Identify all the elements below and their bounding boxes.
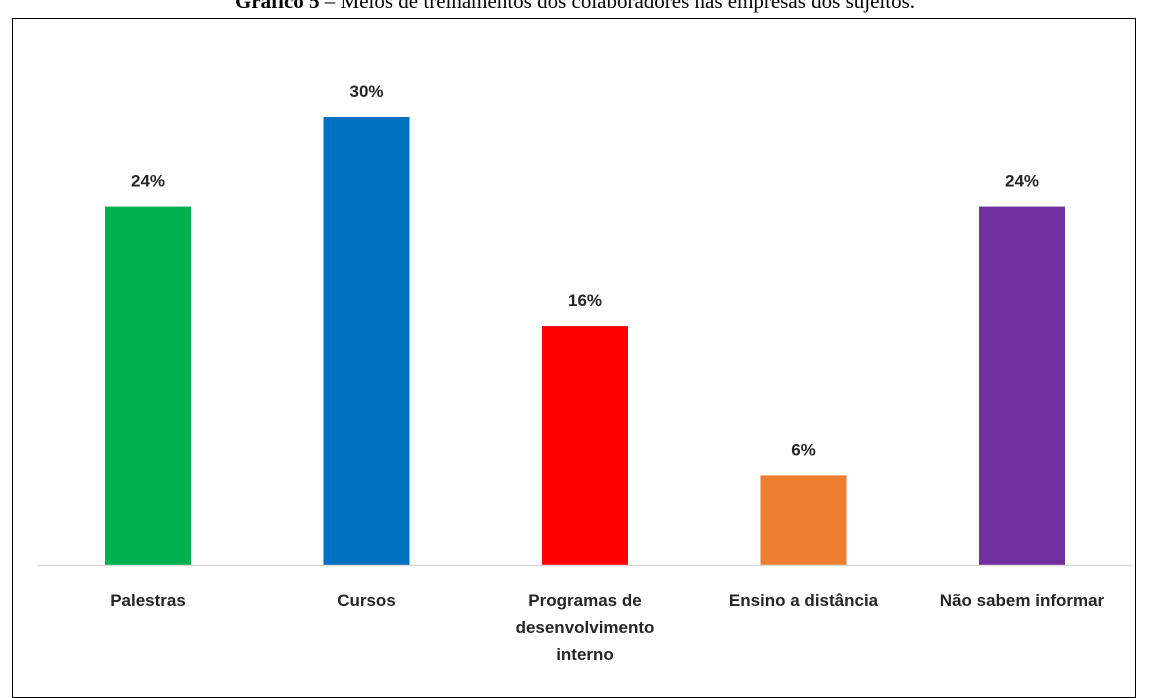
chart-title: Gráfico 5 – Meios de treinamentos dos co… <box>0 0 1150 13</box>
category-labels-layer: Palestras Cursos Programas de desenvolvimen… <box>110 591 1104 664</box>
chart-title-prefix: Gráfico 5 <box>234 0 320 13</box>
category-label-0: Palestras <box>110 591 186 610</box>
category-label-line: Cursos <box>337 591 396 610</box>
bar-2 <box>542 326 628 565</box>
category-label-line: Não sabem informar <box>940 591 1105 610</box>
bars-layer <box>105 117 1065 565</box>
bar-value-label-1: 30% <box>349 82 383 101</box>
category-label-3: Ensino a distância <box>729 591 879 610</box>
bar-value-label-3: 6% <box>791 440 816 459</box>
bar-1 <box>323 117 410 565</box>
category-label-line: Programas de <box>528 591 641 610</box>
category-label-line: Palestras <box>110 591 186 610</box>
bar-3 <box>760 475 847 565</box>
category-label-line: desenvolvimento <box>516 618 655 637</box>
category-label-1: Cursos <box>337 591 396 610</box>
bar-chart: 24% 30% 16% 6% 24% Palestras Cursos Programas … <box>37 82 1133 664</box>
category-label-line: interno <box>556 645 614 664</box>
category-label-4: Não sabem informar <box>940 591 1105 610</box>
category-label-2: Programas de desenvolvimento interno <box>516 591 655 664</box>
bar-4 <box>979 206 1065 565</box>
bar-value-label-4: 24% <box>1005 172 1039 191</box>
bar-value-label-0: 24% <box>131 172 165 191</box>
category-label-line: Ensino a distância <box>729 591 879 610</box>
bar-0 <box>105 206 191 565</box>
chart-title-text: – Meios de treinamentos dos colaboradore… <box>319 0 916 13</box>
value-labels-layer: 24% 30% 16% 6% 24% <box>131 82 1039 459</box>
bar-value-label-2: 16% <box>568 291 602 310</box>
